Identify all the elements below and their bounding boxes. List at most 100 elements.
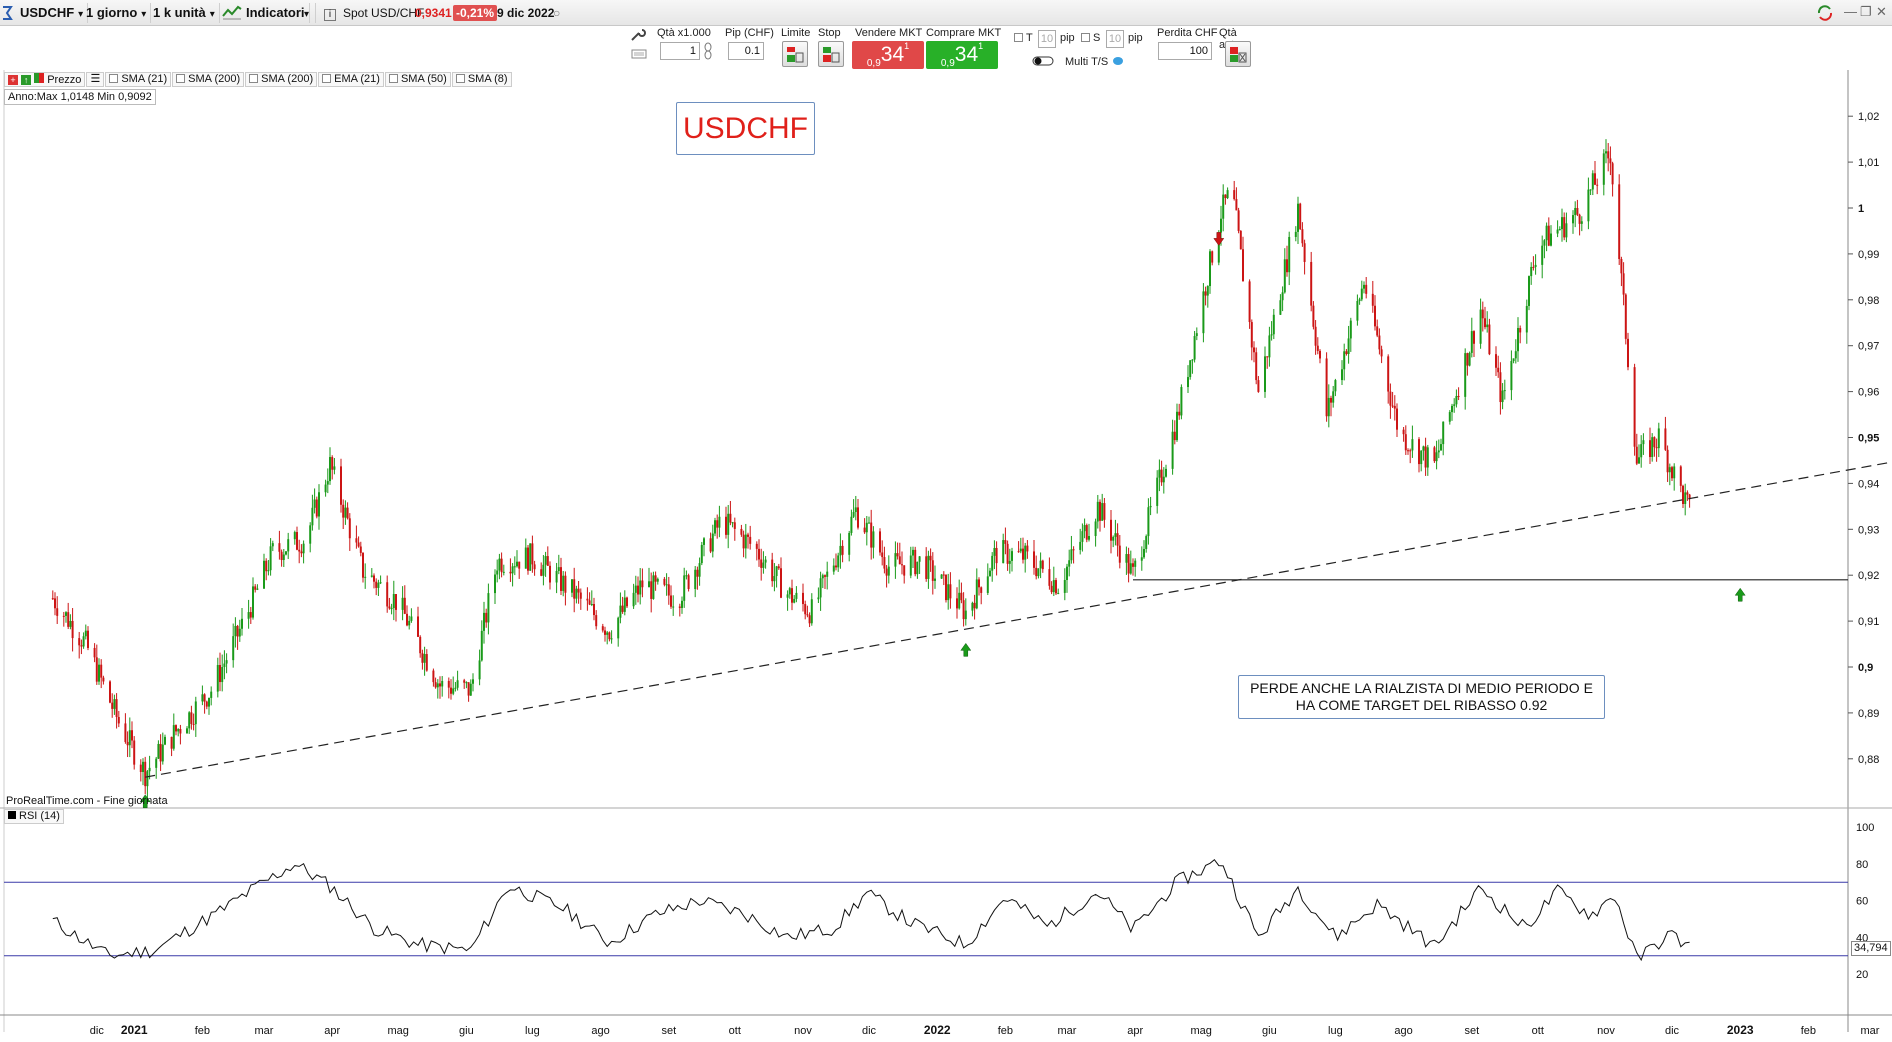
candle-body bbox=[1624, 294, 1627, 339]
zoom-in-icon[interactable]: + bbox=[8, 75, 18, 85]
chart-title-box[interactable]: USDCHF bbox=[676, 102, 815, 155]
support-trendline[interactable] bbox=[145, 460, 1892, 778]
time-tick-label: set bbox=[1464, 1025, 1479, 1037]
price-tick-label: 0,97 bbox=[1858, 341, 1879, 353]
indicator-sma-200-b[interactable]: SMA (200) bbox=[245, 72, 318, 87]
buy-signal-arrow-icon[interactable] bbox=[960, 642, 972, 657]
annotation-note[interactable]: PERDE ANCHE LA RIALZISTA DI MEDIO PERIOD… bbox=[1238, 675, 1605, 719]
candle-body bbox=[373, 575, 375, 582]
candle-body bbox=[848, 532, 851, 555]
t-checkbox[interactable]: T bbox=[1014, 32, 1033, 44]
candle-body bbox=[1140, 557, 1143, 561]
indicators-button[interactable]: Indicatori bbox=[218, 3, 310, 23]
multi-ts-toggle[interactable] bbox=[1032, 56, 1054, 69]
info-icon[interactable]: i bbox=[324, 3, 336, 23]
minimize-icon[interactable]: — bbox=[1844, 4, 1857, 19]
time-tick-label: nov bbox=[794, 1025, 812, 1037]
rsi-tick-label: 60 bbox=[1856, 896, 1868, 908]
arrow-up-icon[interactable]: ↑ bbox=[21, 75, 32, 85]
list-icon[interactable]: ☰ bbox=[86, 72, 105, 87]
timeframe-selector[interactable]: 1 giorno ▾ bbox=[82, 3, 152, 23]
restore-icon[interactable]: ❐ bbox=[1860, 4, 1872, 19]
candle-body bbox=[1389, 391, 1392, 406]
qty-input[interactable]: 1 bbox=[660, 42, 700, 60]
candle-body bbox=[1686, 492, 1689, 495]
price-chart[interactable]: 1,02 1,01 1 0,99 0,98 0,97 0,96 0,95 0,94 0,93 0,9… bbox=[0, 70, 1892, 1042]
candle-body bbox=[1424, 446, 1427, 468]
s-checkbox[interactable]: S bbox=[1081, 32, 1100, 44]
units-selector[interactable]: 1 k unità ▾ bbox=[149, 3, 220, 23]
candle-body bbox=[357, 542, 360, 547]
candle-body bbox=[1039, 560, 1042, 569]
help-bubble-icon[interactable] bbox=[1112, 56, 1124, 69]
buy-signal-arrow-icon[interactable] bbox=[1734, 587, 1746, 602]
candle-body bbox=[639, 580, 642, 595]
candle-body bbox=[164, 736, 166, 745]
indicator-sma-21[interactable]: SMA (21) bbox=[105, 72, 172, 87]
candle-body bbox=[681, 600, 683, 608]
link-icon[interactable] bbox=[703, 42, 713, 63]
candle-body bbox=[980, 587, 983, 593]
candle-body bbox=[1528, 276, 1530, 306]
candle-body bbox=[124, 723, 127, 742]
candle-body bbox=[663, 578, 666, 585]
candle-body bbox=[711, 533, 714, 552]
candle-body bbox=[685, 575, 688, 577]
candle-body bbox=[806, 614, 809, 616]
indicators-dropdown[interactable]: ▾ bbox=[300, 3, 316, 23]
candle-body bbox=[1222, 194, 1225, 219]
wrench-icon[interactable] bbox=[630, 28, 646, 45]
buy-signal-arrow-icon[interactable] bbox=[139, 794, 151, 809]
candle-body bbox=[909, 555, 912, 576]
candle-body bbox=[964, 610, 967, 620]
loss-input[interactable]: 100 bbox=[1158, 42, 1212, 60]
candle-body bbox=[1257, 380, 1260, 392]
candle-body bbox=[740, 528, 743, 535]
close-icon[interactable]: ✕ bbox=[1876, 4, 1887, 19]
candle-body bbox=[172, 725, 175, 749]
candle-body bbox=[1374, 305, 1376, 327]
candle-body bbox=[672, 606, 675, 608]
price-tick-label: 0,91 bbox=[1858, 616, 1879, 628]
candle-body bbox=[881, 552, 884, 558]
candle-body bbox=[1378, 335, 1381, 350]
candle-body bbox=[1407, 450, 1409, 452]
zoom-buttons[interactable]: + ↑ Prezzo bbox=[4, 72, 86, 87]
auto-qty-button[interactable] bbox=[1225, 41, 1251, 67]
limit-label: Limite bbox=[781, 27, 811, 39]
buy-market-button[interactable]: 0,9341 bbox=[926, 41, 998, 69]
candle-body bbox=[1057, 592, 1060, 594]
indicator-sma-50[interactable]: SMA (50) bbox=[384, 72, 451, 87]
candle-body bbox=[216, 664, 219, 692]
candle-body bbox=[69, 620, 72, 627]
candle-body bbox=[560, 567, 562, 591]
symbol-selector[interactable]: USDCHF ▾ bbox=[16, 3, 89, 23]
candle-body bbox=[480, 630, 483, 661]
sell-market-button[interactable]: 0,9341 bbox=[852, 41, 924, 69]
candle-body bbox=[340, 466, 342, 505]
sync-icon[interactable] bbox=[1816, 4, 1834, 25]
stop-order-button[interactable] bbox=[818, 41, 844, 67]
limit-order-button[interactable] bbox=[782, 41, 808, 67]
candle-body bbox=[1327, 397, 1330, 417]
candle-body bbox=[1191, 359, 1194, 361]
candle-body bbox=[1620, 259, 1623, 274]
candle-body bbox=[1402, 429, 1405, 435]
s-pip-input[interactable]: 10 bbox=[1106, 30, 1124, 48]
indicator-ema-21[interactable]: EMA (21) bbox=[318, 72, 384, 87]
candle-body bbox=[1248, 281, 1251, 323]
sell-signal-arrow-icon[interactable] bbox=[1213, 232, 1225, 246]
t-pip-input[interactable]: 10 bbox=[1038, 30, 1056, 48]
indicator-sma-200-a[interactable]: SMA (200) bbox=[172, 72, 245, 87]
candle-body bbox=[1270, 334, 1273, 336]
keyboard-icon[interactable] bbox=[631, 48, 647, 63]
indicator-sma-8[interactable]: SMA (8) bbox=[451, 72, 512, 87]
rsi-indicator-label[interactable]: RSI (14) bbox=[4, 809, 64, 824]
candle-body bbox=[205, 701, 208, 707]
multi-ts-label: Multi T/S bbox=[1065, 56, 1109, 68]
candle-body bbox=[1618, 184, 1621, 260]
candle-body bbox=[252, 586, 254, 618]
pip-input[interactable]: 0.1 bbox=[728, 42, 764, 60]
spot-price: 0,9341 bbox=[415, 6, 452, 20]
